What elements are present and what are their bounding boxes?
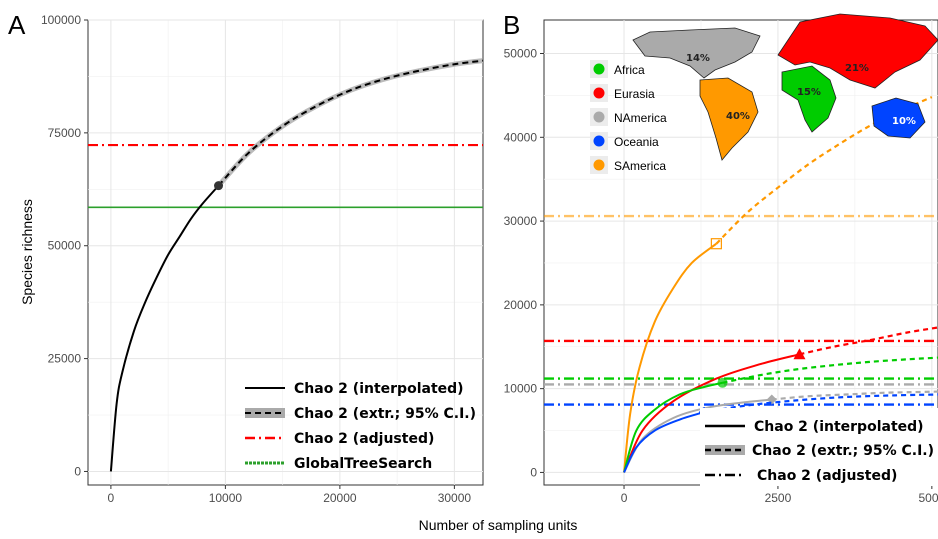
panel-a-legend: Chao 2 (interpolated) Chao 2 (extr.; 95%… xyxy=(245,381,476,472)
shared-xlabel: Number of sampling units xyxy=(419,517,578,533)
map-pct-namerica: 14% xyxy=(686,53,710,64)
legend-a-label-adjusted: Chao 2 (adjusted) xyxy=(294,431,434,447)
series-chao2-interpolated xyxy=(109,185,220,472)
x-tick-label: 5000 xyxy=(918,491,938,505)
y-tick-label: 0 xyxy=(530,465,537,479)
legend-b-label-extr: Chao 2 (extr.; 95% C.I.) xyxy=(752,443,934,459)
panel-a-ticks: 0 10000 20000 30000 0 25000 50000 75000 100000 xyxy=(41,13,471,505)
map-pct-africa: 15% xyxy=(797,87,821,98)
panel-b-letter: B xyxy=(503,10,520,40)
panel-a-series xyxy=(88,58,483,472)
legend-b-key-africa xyxy=(593,63,605,75)
legend-b-label-oceania: Oceania xyxy=(614,135,659,149)
map-pct-eurasia: 21% xyxy=(845,63,869,74)
reference-point xyxy=(214,181,224,191)
series-samerica-interpolated xyxy=(623,242,717,473)
legend-b-label-eurasia: Eurasia xyxy=(614,87,655,101)
map-eurasia xyxy=(777,13,938,89)
legend-a-label-extr: Chao 2 (extr.; 95% C.I.) xyxy=(294,406,476,422)
series-samerica-reference xyxy=(710,238,722,250)
legend-b-key-eurasia xyxy=(593,87,605,99)
series-africa-interpolated xyxy=(623,381,723,473)
series-eurasia-extrapolated xyxy=(799,326,938,356)
series-oceania-interpolated xyxy=(623,411,705,473)
y-tick-label: 40000 xyxy=(504,130,538,144)
x-tick-label: 0 xyxy=(621,491,628,505)
x-tick-label: 30000 xyxy=(438,491,472,505)
legend-b-key-oceania xyxy=(593,135,605,147)
map-africa xyxy=(781,65,837,133)
x-tick-label: 2500 xyxy=(765,491,792,505)
series-eurasia-reference xyxy=(793,348,806,360)
map-samerica xyxy=(699,77,759,161)
y-tick-label: 50000 xyxy=(504,47,538,61)
legend-b-label-africa: Africa xyxy=(614,63,645,77)
y-tick-label: 30000 xyxy=(504,214,538,228)
y-tick-label: 20000 xyxy=(504,298,538,312)
panel-b-region-legend: Africa Eurasia NAmerica Oceania SAmerica xyxy=(590,60,667,174)
legend-a-label-interp: Chao 2 (interpolated) xyxy=(294,381,464,397)
legend-a-label-gts: GlobalTreeSearch xyxy=(294,456,432,472)
legend-b-key-samerica xyxy=(593,159,605,171)
world-map-inset: 14% 21% 15% 40% 10% xyxy=(632,13,938,161)
panel-a-letter: A xyxy=(8,10,26,40)
series-oceania-extrapolated xyxy=(703,393,938,414)
legend-b-key-namerica xyxy=(593,111,605,123)
panel-b-ticks: 02500500001000020000300004000050000 xyxy=(504,47,938,505)
legend-b-label-samerica: SAmerica xyxy=(614,159,666,173)
y-tick-label: 75000 xyxy=(48,126,82,140)
legend-b-label-namerica: NAmerica xyxy=(614,111,667,125)
x-tick-label: 0 xyxy=(108,491,115,505)
x-tick-label: 10000 xyxy=(209,491,243,505)
series-africa-extrapolated xyxy=(722,356,938,384)
map-pct-samerica: 40% xyxy=(726,111,750,122)
panel-b-linetype-legend: Chao 2 (interpolated) Chao 2 (extr.; 95%… xyxy=(700,408,938,486)
map-oceania xyxy=(871,97,926,139)
panel-a-ylabel: Species richness xyxy=(19,199,35,305)
map-namerica xyxy=(632,27,761,79)
y-tick-label: 10000 xyxy=(504,382,538,396)
y-tick-label: 25000 xyxy=(48,352,82,366)
legend-b-label-interp: Chao 2 (interpolated) xyxy=(754,419,924,435)
legend-b-label-adjusted: Chao 2 (adjusted) xyxy=(757,468,897,484)
panel-a-grid xyxy=(88,19,483,485)
y-tick-label: 100000 xyxy=(41,13,81,27)
series-namerica-extrapolated xyxy=(771,390,938,401)
series-africa-reference xyxy=(717,377,728,388)
x-tick-label: 20000 xyxy=(323,491,357,505)
panel-a-frame xyxy=(87,19,484,486)
y-tick-label: 0 xyxy=(74,464,81,478)
y-tick-label: 50000 xyxy=(48,239,82,253)
map-pct-oceania: 10% xyxy=(892,116,916,127)
series-chao2-extrapolated xyxy=(217,59,483,187)
